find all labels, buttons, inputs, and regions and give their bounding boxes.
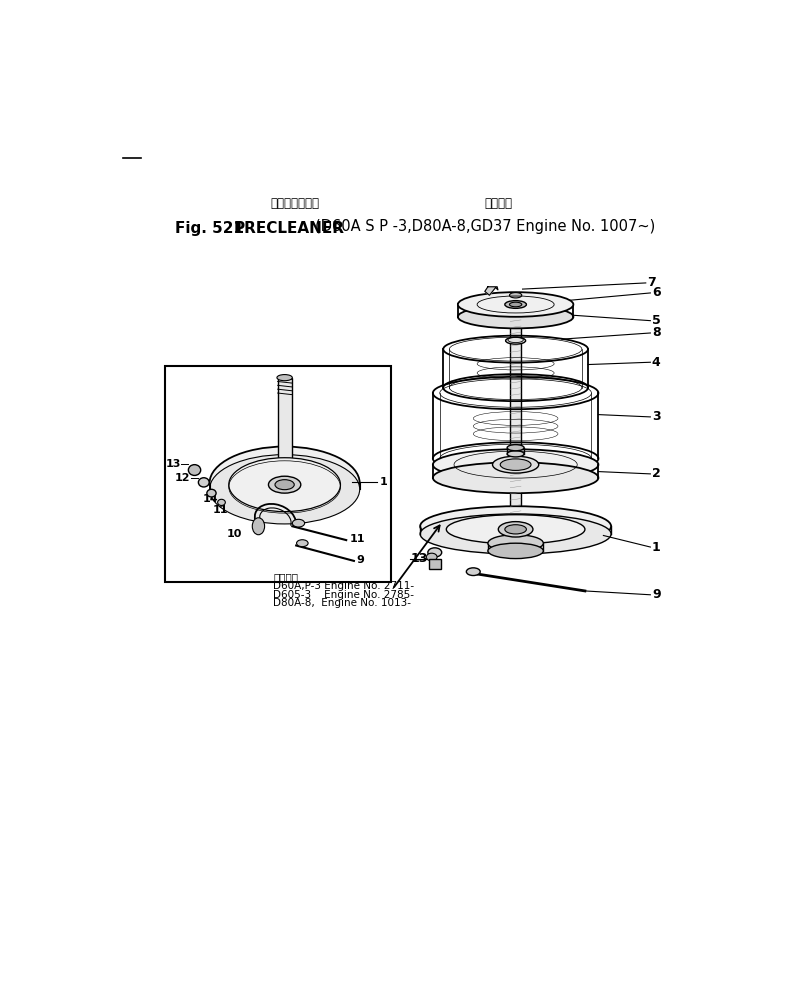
Text: 13: 13 (410, 552, 428, 565)
Ellipse shape (207, 490, 216, 497)
Text: 10: 10 (227, 529, 242, 539)
Ellipse shape (428, 548, 442, 557)
Ellipse shape (432, 449, 599, 480)
Ellipse shape (426, 553, 437, 561)
Text: PRECLEANER: PRECLEANER (234, 221, 345, 236)
Text: 適用号機: 適用号機 (485, 197, 513, 210)
Text: 9: 9 (356, 555, 364, 565)
Ellipse shape (505, 524, 526, 534)
Bar (165, 366, 391, 582)
Ellipse shape (488, 535, 543, 552)
Text: 適用号機: 適用号機 (273, 572, 298, 582)
Ellipse shape (510, 292, 522, 298)
Ellipse shape (269, 477, 301, 494)
Ellipse shape (467, 568, 480, 576)
Ellipse shape (510, 302, 522, 307)
Ellipse shape (252, 517, 265, 535)
Text: 8: 8 (652, 326, 661, 340)
Text: 4: 4 (652, 356, 661, 369)
Bar (429, 559, 441, 569)
Text: 12: 12 (175, 473, 191, 483)
Ellipse shape (493, 456, 539, 473)
Ellipse shape (277, 375, 293, 381)
Text: (D60A S P -3,D80A-8,GD37 Engine No. 1007~): (D60A S P -3,D80A-8,GD37 Engine No. 1007… (316, 219, 656, 234)
Ellipse shape (210, 455, 359, 524)
Text: 14: 14 (202, 495, 218, 504)
Text: 1: 1 (379, 477, 387, 487)
Text: 7: 7 (647, 276, 656, 289)
Text: D60A,P-3 Engine No. 2711-: D60A,P-3 Engine No. 2711- (273, 582, 414, 592)
Ellipse shape (458, 305, 573, 328)
Ellipse shape (505, 300, 526, 308)
Ellipse shape (506, 337, 525, 344)
Text: プリクリーナ（: プリクリーナ（ (271, 197, 320, 210)
Ellipse shape (507, 451, 524, 457)
Ellipse shape (210, 447, 359, 519)
Ellipse shape (420, 506, 611, 546)
Ellipse shape (297, 540, 308, 547)
Ellipse shape (293, 519, 304, 527)
Ellipse shape (432, 463, 599, 494)
Bar (277, 378, 292, 479)
Text: Fig. 521: Fig. 521 (175, 221, 243, 236)
Ellipse shape (488, 543, 543, 559)
Text: 1: 1 (652, 540, 661, 554)
Ellipse shape (500, 459, 531, 471)
Ellipse shape (229, 458, 340, 511)
Ellipse shape (446, 514, 585, 544)
Text: D80A-8,  Engine No. 1013-: D80A-8, Engine No. 1013- (273, 599, 411, 608)
Text: 11: 11 (350, 534, 366, 544)
Ellipse shape (275, 480, 294, 490)
Bar (510, 295, 521, 549)
Ellipse shape (188, 465, 200, 476)
Text: 5: 5 (652, 314, 661, 327)
Text: 11: 11 (213, 505, 228, 515)
Polygon shape (485, 286, 498, 295)
Text: D605-3    Engine No. 2785-: D605-3 Engine No. 2785- (273, 590, 414, 600)
Text: 13: 13 (165, 459, 180, 469)
Ellipse shape (218, 499, 225, 505)
Ellipse shape (199, 478, 209, 487)
Text: 3: 3 (652, 410, 661, 423)
Text: 2: 2 (652, 468, 661, 481)
Ellipse shape (458, 292, 573, 317)
Ellipse shape (507, 445, 524, 451)
Ellipse shape (498, 521, 533, 537)
Ellipse shape (420, 514, 611, 554)
Text: 6: 6 (652, 286, 661, 299)
Text: 9: 9 (652, 589, 661, 602)
